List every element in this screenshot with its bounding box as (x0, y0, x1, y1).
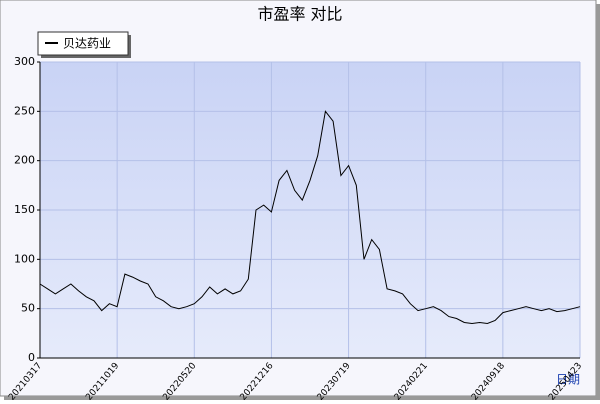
shadow (4, 396, 600, 400)
legend (37, 31, 129, 56)
y-tick-label: 300 (14, 55, 35, 68)
y-tick-label: 0 (28, 351, 35, 364)
chart-title: 市盈率 对比 (257, 5, 342, 24)
y-tick-label: 150 (14, 203, 35, 216)
y-tick-label: 200 (14, 154, 35, 167)
y-tick-label: 250 (14, 104, 35, 117)
y-tick-label: 50 (21, 302, 35, 315)
x-axis-label: 日期 (556, 373, 580, 387)
shadow (596, 4, 600, 400)
line (39, 110, 581, 325)
legend-label: 贝达药业 (63, 37, 111, 51)
y-tick-label: 100 (14, 252, 35, 265)
